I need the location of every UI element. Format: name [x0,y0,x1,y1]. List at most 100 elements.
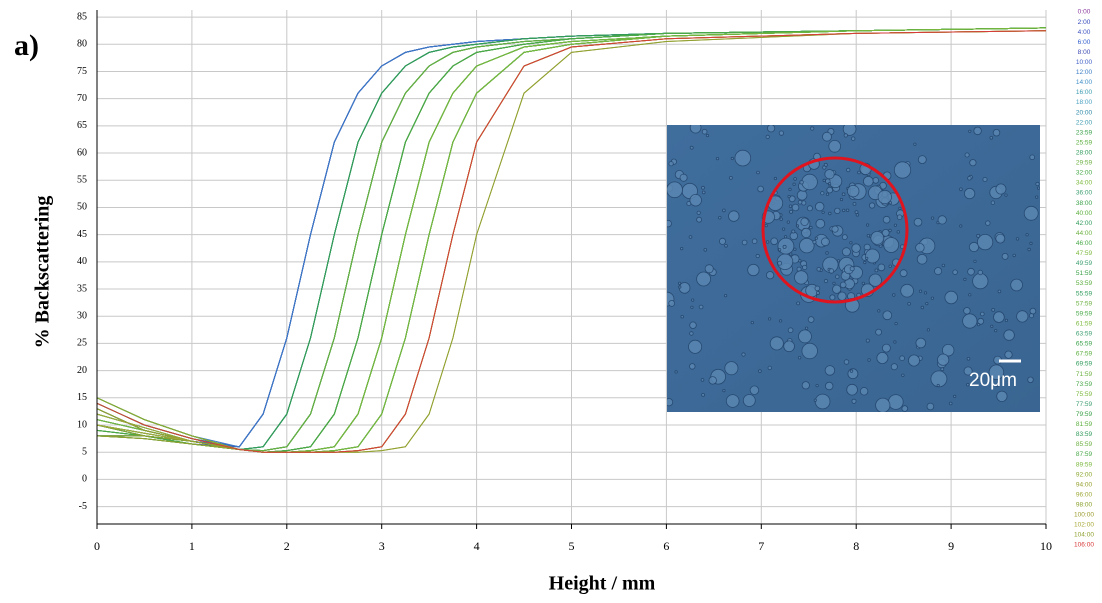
y-tick-label: 85 [77,11,87,22]
legend-entry: 42:00 [1076,220,1093,227]
droplet [962,313,978,329]
droplet [814,393,831,410]
droplet [822,131,832,142]
droplet [841,247,851,257]
droplet [877,309,881,313]
droplet [982,176,988,182]
y-tick-label: 65 [77,120,87,131]
droplet [915,242,925,253]
legend-entry: 51:59 [1076,270,1093,277]
droplet [930,296,935,300]
droplet [800,217,809,226]
droplet [689,331,694,336]
legend-entry: 29:59 [1076,160,1093,167]
y-tick-label: -5 [79,501,87,512]
y-tick-label: 75 [77,66,87,77]
droplet [865,256,869,260]
droplet [868,273,882,287]
droplet [899,269,908,278]
droplet [1004,318,1009,322]
legend-entry: 55:59 [1076,290,1093,297]
droplet [842,208,846,213]
legend-entry: 98:00 [1076,501,1093,508]
droplet [742,394,756,407]
droplet [701,185,705,190]
droplet [977,269,983,276]
droplet [689,193,702,207]
droplet [944,290,958,305]
droplet [680,247,684,251]
droplet [767,125,776,133]
droplet [793,177,797,181]
droplet [967,267,975,276]
droplet [668,299,676,307]
droplet [749,385,760,395]
droplet [834,207,841,215]
droplet [767,317,772,321]
panel-label: a) [14,29,39,62]
droplet [689,125,702,134]
droplet [1012,253,1016,258]
droplet [973,126,982,136]
legend-entry: 96:00 [1076,491,1093,498]
droplet [1029,154,1035,161]
droplet [701,190,706,195]
droplet [776,253,794,270]
legend-entry: 71:59 [1076,371,1093,378]
droplet [851,136,856,141]
droplet [968,293,972,297]
droplet [729,175,733,180]
droplet [778,319,783,323]
legend-entry: 18:00 [1076,99,1093,106]
droplet [993,311,1005,323]
droplet [1023,205,1039,221]
droplet [888,264,892,268]
droplet [730,156,734,161]
droplet [689,321,697,329]
droplet [807,316,815,323]
droplet [843,133,848,138]
droplet [908,354,921,367]
droplet [969,159,977,167]
legend-entry: 20:00 [1076,109,1093,116]
lines [96,27,1047,453]
droplets [667,125,1040,412]
droplet [894,321,898,326]
y-tick-label: 20 [77,365,87,376]
droplet [1027,247,1031,252]
droplet [968,129,972,133]
droplet [791,203,800,212]
droplet [765,240,770,244]
droplet [966,383,970,387]
droplet [913,217,923,227]
droplet [917,155,927,165]
droplet [896,214,903,221]
droplet [996,390,1008,402]
droplet [723,293,728,298]
droplet [893,223,898,227]
droplet [859,387,869,396]
legend-entry: 106:00 [1074,542,1094,549]
x-tick-label: 5 [569,539,575,553]
droplet [936,383,940,388]
droplet [963,188,976,200]
droplet [976,233,981,238]
legend-entry: 8:00 [1078,49,1091,56]
legend-entry: 57:59 [1076,300,1093,307]
droplet [798,329,812,344]
droplet [792,182,796,186]
droplet [802,264,808,270]
droplet [751,238,758,245]
droplet [907,301,911,306]
droplet [913,142,917,146]
droplet [973,259,977,263]
droplet [1035,181,1040,187]
droplet [799,180,804,185]
droplet [923,291,928,295]
legend-entry: 100:00 [1074,512,1094,519]
inset-image: 20μm [667,125,1040,412]
droplet [963,307,971,315]
droplet [898,206,902,210]
droplet [796,301,800,306]
droplet [1029,241,1033,245]
